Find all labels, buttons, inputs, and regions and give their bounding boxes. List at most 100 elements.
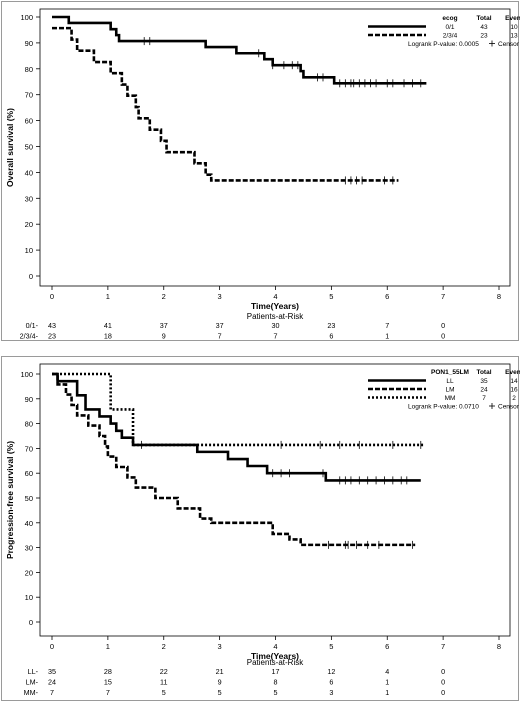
risk-row-label: 0/1- (26, 321, 39, 330)
y-tick-label: 40 (25, 168, 33, 177)
x-tick-label: 3 (218, 642, 222, 651)
y-axis-label: Overall survival (%) (5, 108, 15, 187)
risk-table-title: Patients-at-Risk (247, 312, 304, 321)
censor-legend-label: Censor (498, 404, 520, 411)
y-tick-label: 70 (25, 444, 33, 453)
risk-count: 41 (104, 321, 112, 330)
x-tick-label: 6 (385, 642, 389, 651)
legend-total-value: 43 (480, 24, 488, 31)
risk-count: 28 (104, 667, 112, 676)
risk-count: 37 (160, 321, 168, 330)
y-tick-label: 10 (25, 246, 33, 255)
y-tick-label: 80 (25, 420, 33, 429)
y-tick-label: 30 (25, 544, 33, 553)
x-tick-label: 6 (385, 292, 389, 301)
risk-count: 22 (160, 667, 168, 676)
x-tick-label: 2 (162, 642, 166, 651)
risk-count: 3 (329, 688, 333, 697)
plot-area-frame (39, 8, 511, 287)
km-curve-lm (52, 372, 416, 547)
legend-total-value: 24 (480, 387, 488, 394)
risk-count: 21 (216, 667, 224, 676)
risk-count: 7 (385, 321, 389, 330)
legend-group-label: MM (445, 395, 456, 402)
risk-table-title: Patients-at-Risk (247, 658, 304, 667)
x-tick-label: 5 (329, 292, 333, 301)
risk-count: 0 (441, 678, 445, 687)
y-tick-label: 100 (20, 370, 33, 379)
risk-count: 4 (385, 667, 389, 676)
risk-count: 0 (441, 667, 445, 676)
x-tick-label: 4 (273, 292, 277, 301)
risk-count: 1 (385, 688, 389, 697)
risk-count: 1 (385, 332, 389, 341)
legend-event-value: 14 (510, 378, 518, 385)
km-curve-mm (52, 372, 424, 447)
x-tick-label: 0 (50, 642, 54, 651)
censor-legend-label: Censor (498, 41, 520, 48)
y-tick-label: 10 (25, 593, 33, 602)
x-tick-label: 5 (329, 642, 333, 651)
legend-header-event: Event (505, 369, 520, 376)
legend-title: ecog (442, 15, 457, 22)
y-tick-label: 20 (25, 568, 33, 577)
risk-count: 8 (274, 678, 278, 687)
x-axis-label: Time(Years) (251, 301, 299, 311)
risk-count: 7 (274, 332, 278, 341)
x-tick-label: 4 (273, 642, 277, 651)
risk-count: 0 (441, 321, 445, 330)
risk-count: 5 (274, 688, 278, 697)
y-tick-label: 50 (25, 143, 33, 152)
risk-count: 0 (441, 688, 445, 697)
km-curve-0-1 (52, 15, 427, 85)
risk-count: 6 (329, 678, 333, 687)
logrank-pvalue-text: Logrank P-value: 0.0005 (408, 41, 479, 48)
risk-count: 23 (327, 321, 335, 330)
y-tick-label: 0 (29, 618, 33, 627)
y-tick-label: 40 (25, 519, 33, 528)
legend-total-value: 35 (480, 378, 488, 385)
risk-row-label: LM- (26, 678, 39, 687)
legend-event-value: 10 (510, 24, 518, 31)
risk-count: 24 (48, 678, 56, 687)
km-panel-progression-free-survival: 0 10 20 30 40 50 60 70 80 90 100 0 1 2 3 4 5 6 7 8 Time(Year… (0, 355, 520, 702)
legend-group-label: 0/1 (445, 24, 454, 31)
risk-row-label: 2/3/4- (20, 332, 39, 341)
y-tick-label: 90 (25, 395, 33, 404)
risk-row-label: MM- (24, 688, 39, 697)
risk-count: 9 (218, 678, 222, 687)
x-tick-label: 7 (441, 292, 445, 301)
risk-count: 30 (272, 321, 280, 330)
legend-group-label: 2/3/4 (443, 33, 458, 40)
y-tick-label: 50 (25, 494, 33, 503)
x-tick-label: 8 (497, 642, 501, 651)
km-curve-ll (52, 372, 421, 482)
legend-group-label: LL (446, 378, 454, 385)
risk-count: 0 (441, 332, 445, 341)
risk-count: 11 (160, 678, 167, 687)
risk-row-label: LL- (28, 667, 39, 676)
x-axis-label: Time(Years) (251, 651, 299, 661)
risk-count: 7 (50, 688, 54, 697)
x-tick-label: 3 (218, 292, 222, 301)
risk-count: 1 (385, 678, 389, 687)
legend-title: PON1_55LM (431, 369, 469, 376)
legend-event-value: 16 (510, 387, 518, 394)
risk-count: 12 (327, 667, 335, 676)
y-tick-label: 0 (29, 272, 33, 281)
legend-event-value: 13 (510, 33, 518, 40)
risk-count: 9 (162, 332, 166, 341)
risk-count: 5 (162, 688, 166, 697)
logrank-pvalue-text: Logrank P-value: 0.0710 (408, 404, 479, 411)
y-tick-label: 60 (25, 117, 33, 126)
legend-group-label: LM (445, 387, 454, 394)
x-tick-label: 1 (106, 642, 110, 651)
km-curve-2-3-4 (52, 26, 399, 182)
risk-count: 15 (104, 678, 112, 687)
risk-count: 6 (329, 332, 333, 341)
legend-total-value: 7 (482, 395, 486, 402)
x-tick-label: 0 (50, 292, 54, 301)
x-tick-label: 7 (441, 642, 445, 651)
